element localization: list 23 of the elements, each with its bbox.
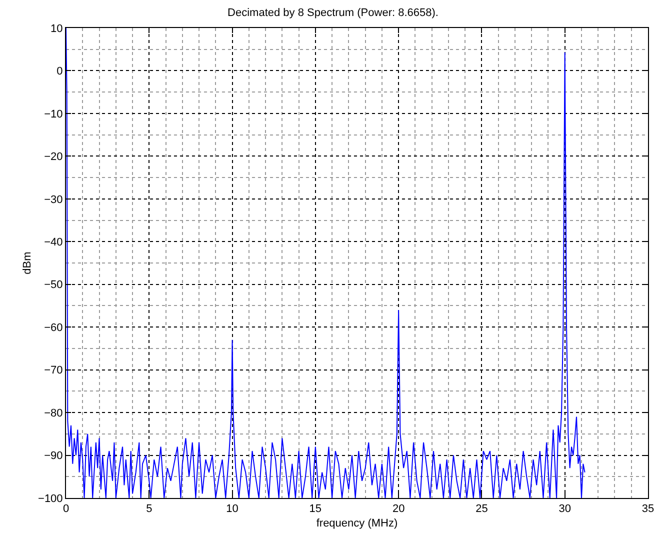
y-tick-label: −20 <box>44 151 63 164</box>
y-tick-label: −10 <box>44 108 63 120</box>
y-tick-label: −80 <box>44 407 63 420</box>
x-tick-label: 5 <box>146 503 152 516</box>
x-tick-label: 25 <box>476 503 488 516</box>
x-tick-label: 10 <box>226 503 238 516</box>
y-tick-label: −100 <box>38 492 63 505</box>
line-series <box>66 28 586 498</box>
y-tick-label: 0 <box>56 66 63 78</box>
x-tick-label: 30 <box>558 503 571 516</box>
x-axis-title: frequency (MHz) <box>316 517 398 530</box>
y-tick-label: −40 <box>44 236 63 248</box>
y-tick-label: −90 <box>44 450 63 462</box>
y-tick-label: 10 <box>50 22 63 35</box>
x-tick-label: 35 <box>642 503 654 516</box>
x-tick-label: 20 <box>392 503 405 516</box>
x-tick-label: 15 <box>309 503 322 516</box>
y-tick-label: −50 <box>44 279 63 292</box>
y-tick-label: −30 <box>44 194 63 206</box>
y-tick-label: −70 <box>44 364 63 377</box>
y-tick-label: −60 <box>44 322 63 334</box>
chart-title: Decimated by 8 Spectrum (Power: 8.6658). <box>228 6 438 19</box>
y-axis-title: dBm <box>22 252 34 274</box>
